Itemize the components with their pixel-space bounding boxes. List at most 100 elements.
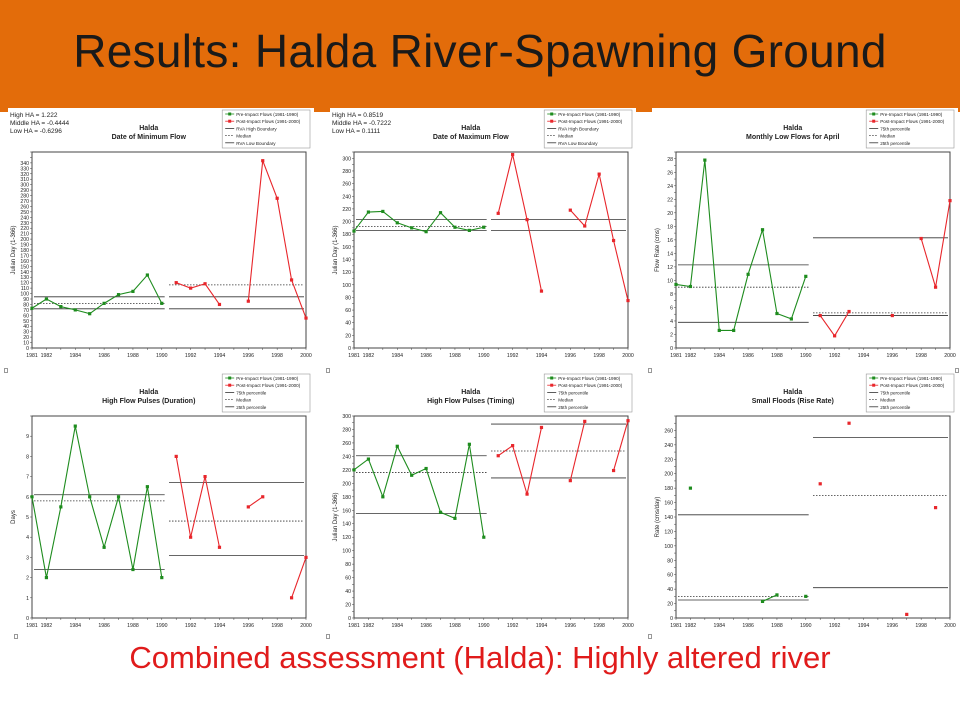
pre-data-point: [160, 576, 164, 580]
post-data-point: [568, 208, 572, 212]
x-tick-label: 1998: [271, 353, 283, 359]
x-tick-label: 1988: [449, 623, 461, 629]
y-tick-label: 170: [20, 253, 29, 259]
plot-frame: [675, 415, 951, 619]
post-data-point: [203, 475, 207, 479]
post-series-line: [497, 427, 543, 495]
y-axis-label: Julian Day (1-366): [333, 492, 339, 541]
pre-data-point: [760, 599, 765, 604]
image-handle: [4, 368, 8, 373]
y-tick-label: 80: [667, 558, 673, 564]
x-tick-label: 1981: [348, 623, 360, 629]
plot-frame: [353, 151, 629, 349]
y-tick-label: 80: [23, 302, 29, 308]
x-tick-label: 1992: [829, 623, 841, 629]
post-series-line: [497, 154, 543, 292]
y-tick-label: 160: [342, 245, 351, 251]
post-series-line: [569, 421, 586, 481]
y-tick-label: 10: [667, 278, 673, 284]
y-tick-label: 8: [26, 454, 29, 460]
legend-entry: Pre-Impact Flows (1981-1990): [558, 112, 621, 117]
post-data-point: [304, 555, 308, 559]
x-tick-label: 1981: [26, 623, 38, 629]
chart-title: Halda: [461, 125, 480, 132]
x-tick-label: 1992: [185, 353, 197, 359]
pre-data-point: [73, 424, 77, 428]
post-data-point: [933, 285, 938, 289]
y-tick-label: 300: [342, 414, 351, 420]
legend-entry: Post-Impact Flows (1991-2000): [236, 383, 301, 388]
pre-data-point: [804, 274, 808, 278]
legend-box: [221, 373, 311, 413]
y-tick-label: 20: [667, 602, 673, 608]
y-tick-label: 18: [667, 224, 673, 230]
x-tick-label: 1990: [800, 623, 812, 629]
pre-data-point: [424, 466, 428, 471]
pre-data-point: [145, 485, 149, 489]
legend-box: [865, 373, 955, 413]
y-tick-label: 210: [20, 232, 29, 238]
pre-data-point: [732, 328, 736, 333]
chart-title: Halda: [139, 125, 158, 132]
x-tick-label: 1996: [565, 353, 577, 359]
legend-entry: 25th percentile: [880, 405, 911, 410]
stat-text: Low HA = -0.6296: [10, 128, 62, 135]
y-tick-label: 220: [342, 207, 351, 213]
x-tick-label: 1982: [363, 623, 375, 629]
x-tick-label: 1986: [420, 623, 432, 629]
pre-data-point: [482, 535, 486, 539]
x-tick-label: 1994: [214, 353, 226, 359]
y-tick-label: 200: [342, 481, 351, 487]
x-tick-label: 1998: [915, 353, 927, 359]
legend-marker: [228, 119, 232, 123]
y-tick-label: 280: [342, 169, 351, 175]
pre-data-point: [688, 486, 693, 490]
post-data-point: [203, 282, 207, 286]
x-tick-label: 1990: [478, 353, 490, 359]
legend-entry: RVA Low Boundary: [236, 141, 276, 146]
post-series-line: [248, 496, 264, 508]
legend-entry: 25th percentile: [236, 405, 267, 410]
stat-text: High HA = 1.222: [10, 112, 58, 119]
stat-text: Low HA = 0.1111: [332, 128, 381, 135]
pre-data-point: [30, 495, 34, 499]
x-tick-label: 2000: [300, 623, 312, 629]
post-data-point: [189, 286, 193, 290]
chart-subtitle: Small Floods (Rise Rate): [752, 398, 834, 405]
x-tick-label: 1998: [271, 623, 283, 629]
x-tick-label: 1992: [829, 353, 841, 359]
post-series-line: [291, 557, 307, 598]
image-handle: [326, 634, 330, 639]
y-tick-label: 180: [20, 248, 29, 254]
legend-entry: 75th percentile: [880, 390, 911, 395]
y-tick-label: 90: [23, 297, 29, 303]
y-axis-label: Days: [11, 510, 17, 524]
x-tick-label: 1994: [214, 623, 226, 629]
y-tick-label: 0: [348, 616, 351, 622]
pre-data-point: [410, 473, 414, 477]
y-tick-label: 12: [667, 265, 673, 271]
y-axis-label: Julian Day (1-366): [333, 225, 339, 274]
x-tick-label: 1986: [742, 353, 754, 359]
y-tick-label: 120: [664, 529, 673, 535]
plot-frame: [31, 151, 307, 349]
chart-title: Halda: [783, 125, 802, 132]
slide-title: Results: Halda River-Spawning Ground: [73, 25, 887, 77]
post-data-point: [539, 425, 544, 430]
pre-data-point: [424, 230, 428, 234]
y-tick-label: 240: [20, 215, 29, 221]
x-tick-label: 1988: [127, 353, 139, 359]
image-handle: [648, 634, 652, 639]
x-tick-label: 1994: [536, 623, 548, 629]
y-tick-label: 250: [20, 210, 29, 216]
y-tick-label: 10: [23, 341, 29, 347]
pre-data-point: [395, 444, 399, 448]
x-tick-label: 1998: [593, 623, 605, 629]
y-tick-label: 310: [20, 177, 29, 183]
post-data-point: [217, 302, 222, 307]
x-tick-label: 1996: [887, 353, 899, 359]
post-data-point: [847, 309, 851, 314]
y-tick-label: 6: [26, 495, 29, 501]
legend-entry: Pre-Impact Flows (1981-1990): [236, 112, 299, 117]
